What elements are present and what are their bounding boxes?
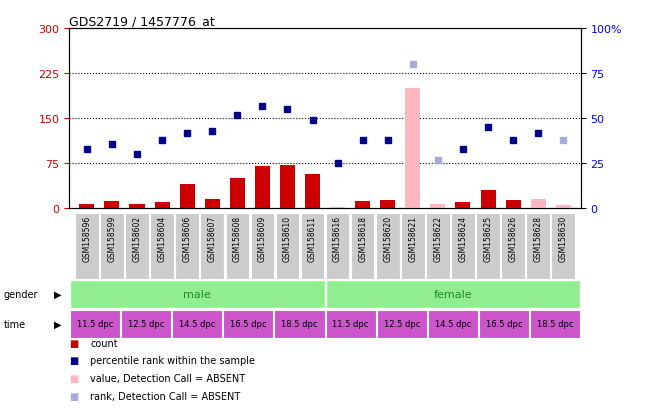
Text: GSM158630: GSM158630 (559, 215, 568, 261)
Bar (502, 213, 525, 279)
Bar (325, 280, 580, 308)
Bar (305, 175, 320, 209)
Bar (154, 203, 170, 209)
Bar (276, 213, 299, 279)
Bar (477, 213, 500, 279)
Bar (275, 310, 325, 338)
Bar (121, 310, 171, 338)
Text: GSM158599: GSM158599 (108, 215, 116, 261)
Text: GSM158621: GSM158621 (409, 215, 417, 261)
Text: GSM158609: GSM158609 (258, 215, 267, 261)
Text: GSM158625: GSM158625 (484, 215, 492, 261)
Bar (205, 200, 220, 209)
Bar (401, 213, 424, 279)
Bar (129, 205, 145, 209)
Bar (552, 213, 575, 279)
Bar (506, 201, 521, 209)
Text: count: count (90, 338, 118, 348)
Bar (376, 213, 399, 279)
Text: 12.5 dpc: 12.5 dpc (383, 319, 420, 328)
Text: 11.5 dpc: 11.5 dpc (77, 319, 113, 328)
Bar (70, 280, 325, 308)
Bar (176, 213, 199, 279)
Bar (325, 310, 376, 338)
Bar (230, 179, 245, 209)
Text: GSM158596: GSM158596 (82, 215, 91, 261)
Text: GSM158618: GSM158618 (358, 215, 367, 261)
Bar (479, 310, 529, 338)
Bar (377, 310, 427, 338)
Bar (301, 213, 324, 279)
Text: GSM158610: GSM158610 (283, 215, 292, 261)
Bar (125, 213, 148, 279)
Text: GSM158606: GSM158606 (183, 215, 191, 261)
Text: GSM158616: GSM158616 (333, 215, 342, 261)
Text: GSM158622: GSM158622 (434, 215, 442, 261)
Text: GSM158611: GSM158611 (308, 215, 317, 261)
Bar (172, 310, 222, 338)
Bar (70, 310, 120, 338)
Text: ■: ■ (69, 356, 79, 366)
Text: ▶: ▶ (54, 319, 61, 329)
Text: male: male (183, 289, 211, 299)
Text: GSM158624: GSM158624 (459, 215, 467, 261)
Text: time: time (3, 319, 26, 329)
Bar (405, 89, 420, 209)
Text: GDS2719 / 1457776_at: GDS2719 / 1457776_at (69, 15, 215, 28)
Bar (226, 213, 249, 279)
Bar (280, 166, 295, 209)
Text: GSM158604: GSM158604 (158, 215, 166, 261)
Text: 18.5 dpc: 18.5 dpc (281, 319, 317, 328)
Bar (251, 213, 274, 279)
Text: GSM158620: GSM158620 (383, 215, 392, 261)
Text: 16.5 dpc: 16.5 dpc (230, 319, 267, 328)
Text: 18.5 dpc: 18.5 dpc (537, 319, 574, 328)
Text: GSM158628: GSM158628 (534, 215, 543, 261)
Bar (430, 204, 446, 209)
Text: female: female (434, 289, 473, 299)
Bar (150, 213, 174, 279)
Text: GSM158608: GSM158608 (233, 215, 242, 261)
Bar (255, 167, 270, 209)
Bar (223, 310, 273, 338)
Bar (351, 213, 374, 279)
Bar (180, 185, 195, 209)
Bar (455, 203, 471, 209)
Bar (451, 213, 475, 279)
Bar (330, 207, 345, 209)
Bar (531, 200, 546, 209)
Bar (556, 205, 571, 209)
Text: 11.5 dpc: 11.5 dpc (333, 319, 369, 328)
Bar (426, 213, 449, 279)
Text: GSM158626: GSM158626 (509, 215, 517, 261)
Text: rank, Detection Call = ABSENT: rank, Detection Call = ABSENT (90, 391, 241, 401)
Text: 14.5 dpc: 14.5 dpc (179, 319, 215, 328)
Text: ■: ■ (69, 391, 79, 401)
Bar (100, 213, 123, 279)
Text: ■: ■ (69, 338, 79, 348)
Text: value, Detection Call = ABSENT: value, Detection Call = ABSENT (90, 373, 246, 383)
Text: ▶: ▶ (54, 289, 61, 299)
Bar (428, 310, 478, 338)
Text: 12.5 dpc: 12.5 dpc (128, 319, 164, 328)
Text: ■: ■ (69, 373, 79, 383)
Bar (104, 202, 119, 209)
Bar (326, 213, 349, 279)
Text: GSM158607: GSM158607 (208, 215, 216, 261)
Text: gender: gender (3, 289, 38, 299)
Bar (201, 213, 224, 279)
Bar (380, 201, 395, 209)
Bar (480, 191, 496, 209)
Bar (79, 204, 94, 209)
Text: percentile rank within the sample: percentile rank within the sample (90, 356, 255, 366)
Text: GSM158602: GSM158602 (133, 215, 141, 261)
Bar (527, 213, 550, 279)
Text: 14.5 dpc: 14.5 dpc (435, 319, 471, 328)
Text: 16.5 dpc: 16.5 dpc (486, 319, 522, 328)
Bar (75, 213, 98, 279)
Bar (355, 201, 370, 209)
Bar (530, 310, 580, 338)
